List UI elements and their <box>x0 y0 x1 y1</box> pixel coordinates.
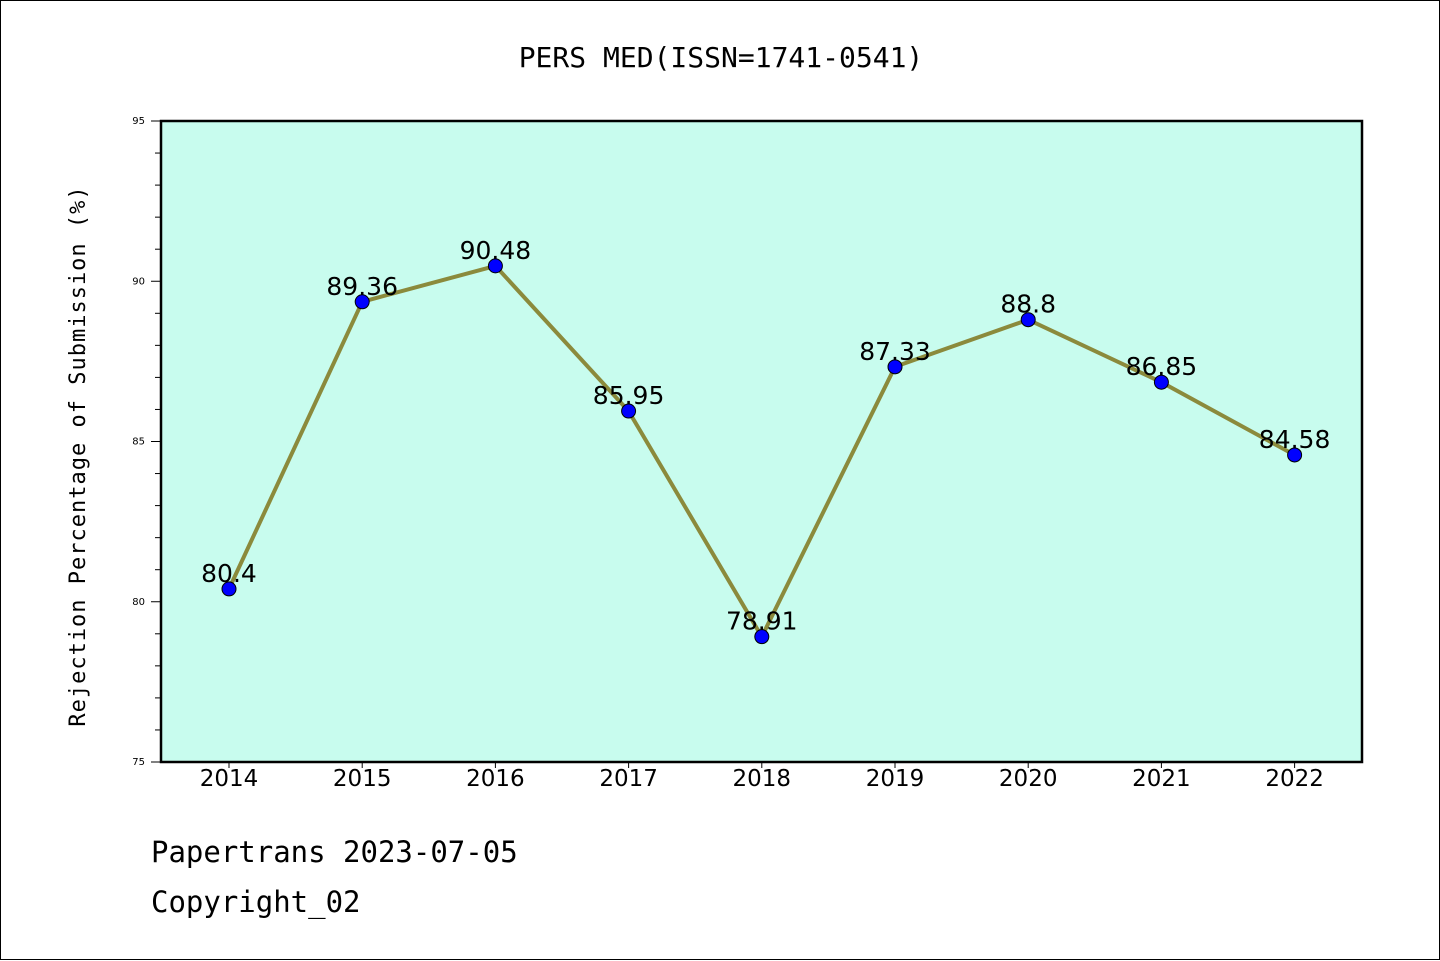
data-labels: 80.4 89.36 90.48 85.95 78.91 87.33 88.8 86.85 84… <box>201 236 1330 636</box>
data-point <box>621 403 637 419</box>
data-label: 80.4 <box>201 559 257 588</box>
data-label: 86.85 <box>1126 352 1198 381</box>
x-tick-label: 2020 <box>999 766 1058 792</box>
data-point <box>354 294 370 310</box>
x-tick-label: 2015 <box>333 766 392 792</box>
data-point <box>1287 447 1303 463</box>
data-point <box>887 359 903 375</box>
data-label: 85.95 <box>593 381 665 410</box>
plot-area <box>161 121 1362 762</box>
y-tick-label: 90 <box>132 276 145 287</box>
x-tick-label: 2018 <box>733 766 792 792</box>
plot-border <box>159 119 1364 764</box>
x-tick-label: 2016 <box>466 766 525 792</box>
x-tick-label: 2021 <box>1132 766 1191 792</box>
axis-ticks: 75 80 85 90 95 2014 2015 2016 2017 2018 2019 2020 20… <box>132 116 1324 792</box>
data-point <box>221 581 237 597</box>
data-label: 78.91 <box>726 607 798 636</box>
x-tick-label: 2019 <box>866 766 925 792</box>
x-tick-label: 2022 <box>1265 766 1324 792</box>
y-axis-label: Rejection Percentage of Submission (%) <box>66 185 91 726</box>
data-label: 84.58 <box>1259 425 1331 454</box>
footer-copyright: Copyright_02 <box>151 885 361 919</box>
data-label: 90.48 <box>460 236 532 265</box>
data-point <box>1153 374 1169 390</box>
y-tick-label: 85 <box>132 437 145 448</box>
data-label: 89.36 <box>326 272 398 301</box>
data-label: 88.8 <box>1000 290 1056 319</box>
data-point <box>754 629 770 645</box>
data-label: 87.33 <box>859 337 931 366</box>
series-layer <box>221 258 1303 645</box>
x-tick-label: 2017 <box>599 766 658 792</box>
footer-source: Papertrans 2023-07-05 <box>151 835 518 869</box>
x-tick-label: 2014 <box>200 766 259 792</box>
y-tick-label: 75 <box>132 757 145 768</box>
y-tick-label: 80 <box>132 597 145 608</box>
chart-title: PERS MED(ISSN=1741-0541) <box>519 41 924 74</box>
data-point <box>487 258 503 274</box>
data-point <box>1020 312 1036 328</box>
y-tick-label: 95 <box>132 116 145 127</box>
